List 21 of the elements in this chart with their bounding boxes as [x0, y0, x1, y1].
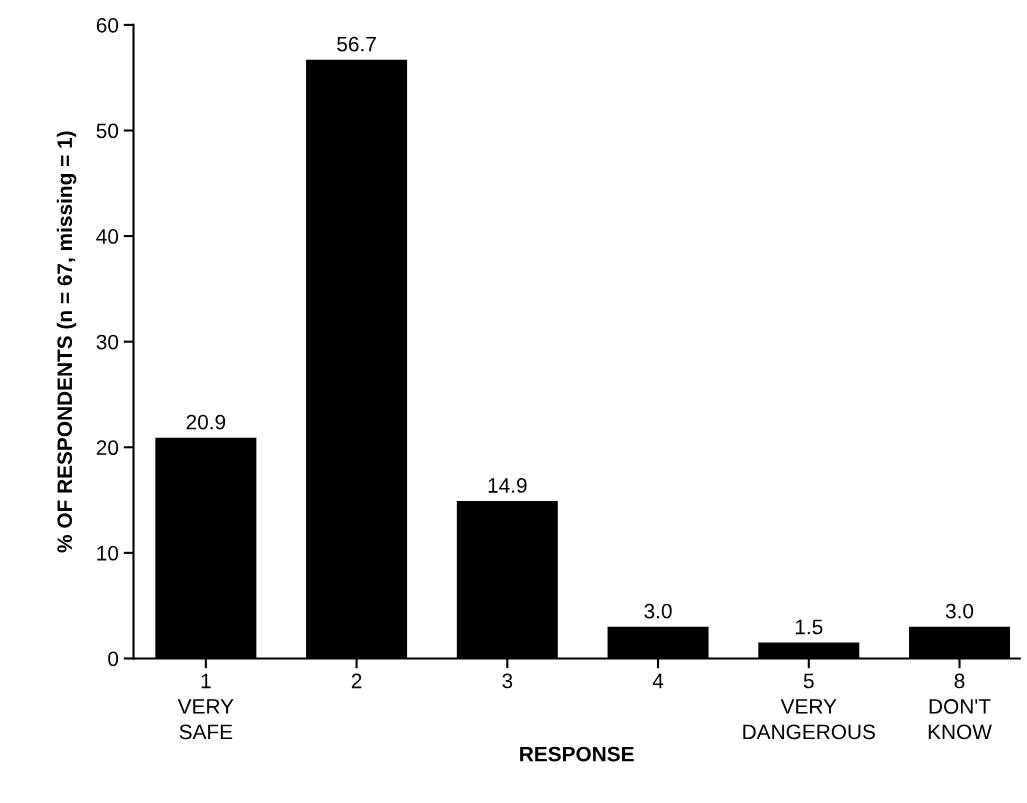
x-tick-label: 2 [351, 673, 362, 689]
x-tick-label: 4 [652, 673, 664, 689]
y-tick-label: 50 [96, 123, 119, 139]
y-tick-label: 20 [96, 440, 119, 456]
data-label: 3.0 [945, 603, 974, 619]
x-tick-label: 8 DON'T KNOW [928, 673, 992, 740]
data-label: 3.0 [644, 603, 672, 619]
data-label: 20.9 [186, 414, 226, 430]
data-label: 1.5 [795, 619, 823, 635]
y-tick-label: 0 [108, 651, 119, 667]
y-tick-label: 30 [96, 334, 119, 350]
x-axis-title: RESPONSE [520, 746, 634, 762]
x-tick-label: 3 [502, 673, 513, 689]
y-tick-label: 60 [96, 17, 119, 33]
y-tick-label: 10 [97, 545, 119, 561]
data-label: 56.7 [337, 36, 376, 52]
y-tick-label: 40 [96, 229, 119, 244]
y-axis-title: % OF RESPONDENTS (n = 67, missing = 1) [56, 131, 77, 553]
data-label: 14.9 [488, 478, 527, 493]
x-tick-label: 5 VERY DANGEROUS [743, 673, 875, 740]
x-tick-label: 1 VERY SAFE [177, 673, 234, 740]
